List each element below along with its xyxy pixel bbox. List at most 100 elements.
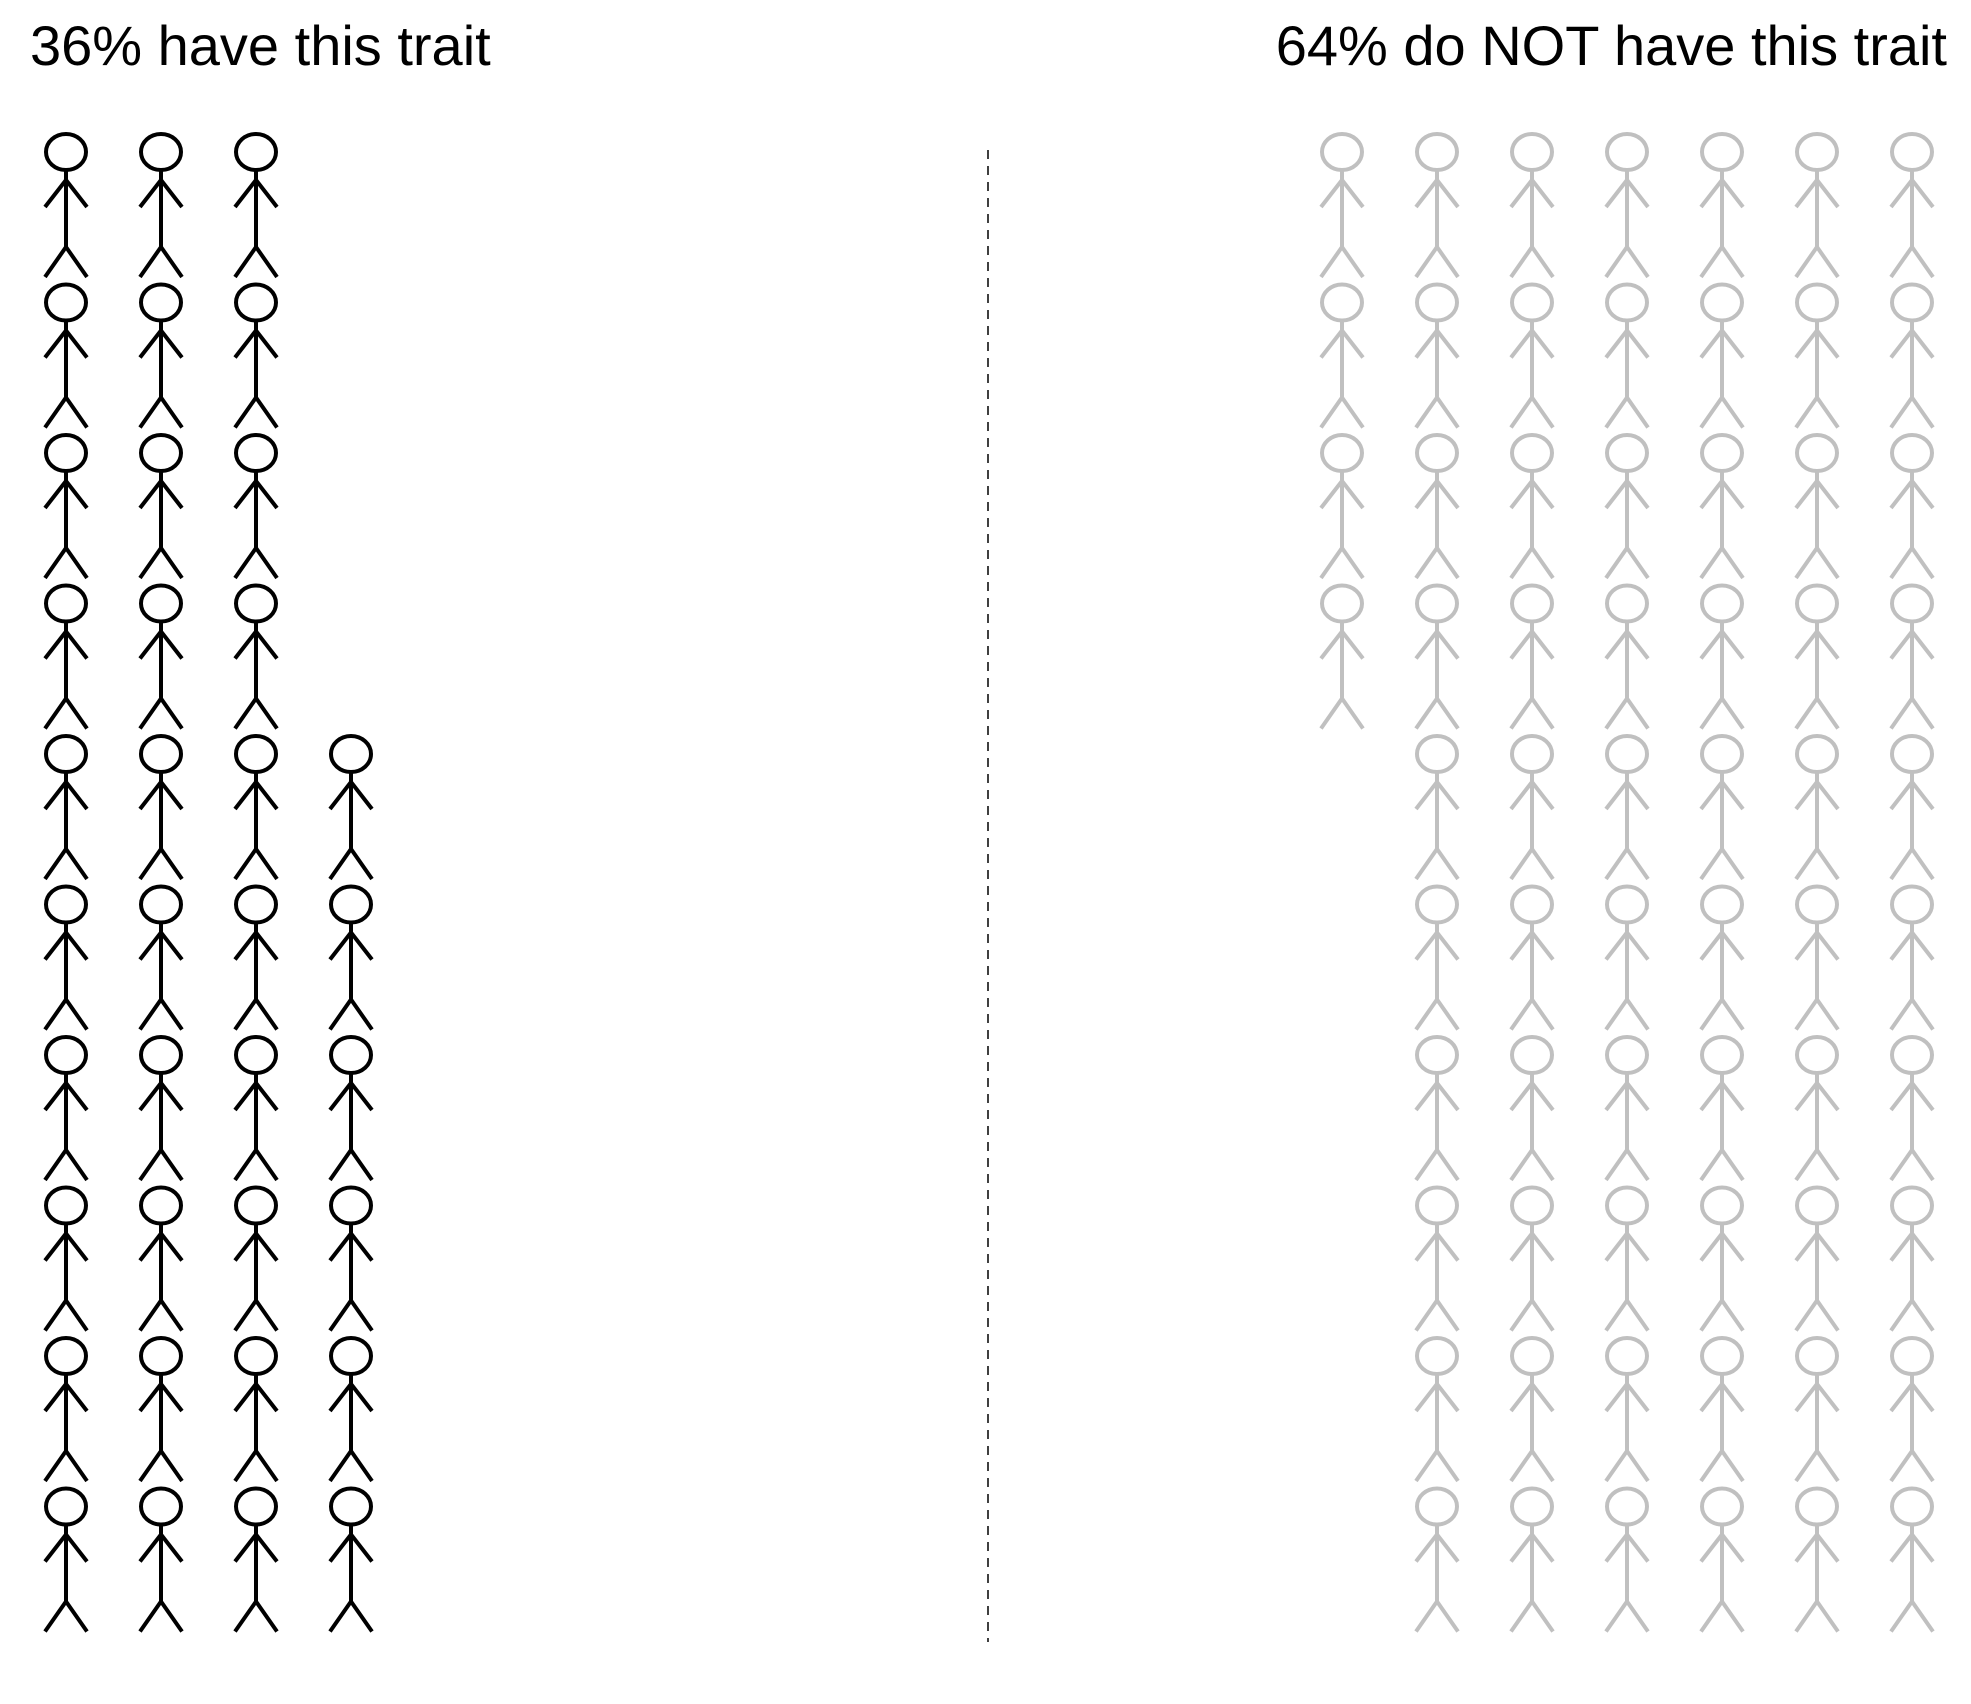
stick-figure-icon	[43, 282, 89, 429]
stick-figure-icon	[1794, 1035, 1840, 1182]
stick-figure-icon	[1604, 583, 1650, 730]
stick-figure-icon	[233, 1486, 279, 1633]
stick-figure-icon	[233, 282, 279, 429]
stick-figure-icon	[1509, 132, 1555, 279]
stick-figure-icon	[328, 1035, 374, 1182]
stick-figure-icon	[1889, 282, 1935, 429]
stick-figure-icon	[1794, 1185, 1840, 1332]
stick-figure-icon	[1414, 132, 1460, 279]
stick-figure-icon	[1414, 433, 1460, 580]
stick-figure-icon	[43, 734, 89, 881]
stick-figure-icon	[138, 734, 184, 881]
stick-figure-icon	[1604, 433, 1650, 580]
stick-figure-icon	[138, 132, 184, 279]
stick-figure-icon	[1414, 1035, 1460, 1182]
stick-figure-icon	[1509, 583, 1555, 730]
stick-figure-icon	[43, 433, 89, 580]
stick-figure-icon	[1889, 583, 1935, 730]
stick-figure-icon	[1889, 884, 1935, 1031]
stick-figure-icon	[1889, 1185, 1935, 1332]
stick-figure-icon	[1794, 583, 1840, 730]
stick-figure-icon	[1699, 884, 1745, 1031]
stick-figure-icon	[1414, 1185, 1460, 1332]
stick-figure-icon	[1794, 1336, 1840, 1483]
stick-figure-icon	[233, 433, 279, 580]
stick-figure-icon	[1699, 583, 1745, 730]
stick-figure-icon	[1794, 1486, 1840, 1633]
stick-figure-icon	[1604, 1336, 1650, 1483]
stick-figure-icon	[138, 1336, 184, 1483]
stick-figure-icon	[233, 1035, 279, 1182]
stick-figure-icon	[1509, 282, 1555, 429]
stick-figure-icon	[1414, 734, 1460, 881]
stick-figure-icon	[43, 1035, 89, 1182]
left-group-label: 36% have this trait	[30, 14, 491, 77]
stick-figure-icon	[43, 583, 89, 730]
stick-figure-icon	[233, 734, 279, 881]
stick-figure-icon	[1794, 132, 1840, 279]
stick-figure-icon	[138, 884, 184, 1031]
stick-figure-icon	[138, 583, 184, 730]
stick-figure-icon	[1509, 1035, 1555, 1182]
stick-figure-icon	[1319, 583, 1365, 730]
stick-figure-icon	[233, 884, 279, 1031]
stick-figure-icon	[1889, 132, 1935, 279]
stick-figure-icon	[1889, 1035, 1935, 1182]
stick-figure-icon	[1319, 433, 1365, 580]
stick-figure-icon	[328, 1486, 374, 1633]
stick-figure-icon	[1889, 433, 1935, 580]
stick-figure-icon	[233, 583, 279, 730]
stick-figure-icon	[138, 433, 184, 580]
stick-figure-icon	[233, 132, 279, 279]
stick-figure-icon	[1414, 1336, 1460, 1483]
stick-figure-icon	[1414, 282, 1460, 429]
stick-figure-icon	[328, 1336, 374, 1483]
right-group-label: 64% do NOT have this trait	[1275, 14, 1947, 77]
stick-figure-icon	[43, 1336, 89, 1483]
stick-figure-icon	[1509, 433, 1555, 580]
stick-figure-icon	[1604, 734, 1650, 881]
stick-figure-icon	[1509, 734, 1555, 881]
stick-figure-icon	[1319, 132, 1365, 279]
stick-figure-icon	[1604, 884, 1650, 1031]
stick-figure-icon	[1699, 1035, 1745, 1182]
stick-figure-icon	[1699, 1486, 1745, 1633]
stick-figure-icon	[43, 132, 89, 279]
stick-figure-icon	[328, 734, 374, 881]
stick-figure-icon	[138, 1486, 184, 1633]
stick-figure-icon	[1794, 884, 1840, 1031]
stick-figure-icon	[43, 1185, 89, 1332]
stick-figure-icon	[1889, 1336, 1935, 1483]
stick-figure-icon	[1699, 734, 1745, 881]
stick-figure-icon	[1699, 132, 1745, 279]
stick-figure-icon	[328, 1185, 374, 1332]
stick-figure-icon	[1414, 1486, 1460, 1633]
stick-figure-icon	[233, 1336, 279, 1483]
stick-figure-icon	[1794, 734, 1840, 881]
stick-figure-icon	[138, 1035, 184, 1182]
stick-figure-icon	[1699, 1336, 1745, 1483]
stick-figure-icon	[1509, 1486, 1555, 1633]
stick-figure-icon	[138, 282, 184, 429]
stick-figure-icon	[43, 884, 89, 1031]
stick-figure-icon	[1699, 1185, 1745, 1332]
stick-figure-icon	[1604, 1035, 1650, 1182]
stick-figure-icon	[1794, 282, 1840, 429]
stick-figure-icon	[138, 1185, 184, 1332]
stick-figure-icon	[1319, 282, 1365, 429]
stick-figure-icon	[1794, 433, 1840, 580]
stick-figure-icon	[1889, 1486, 1935, 1633]
stick-figure-icon	[1604, 1185, 1650, 1332]
stick-figure-icon	[1414, 884, 1460, 1031]
stick-figure-icon	[1699, 282, 1745, 429]
stick-figure-icon	[1509, 1185, 1555, 1332]
stick-figure-icon	[1604, 282, 1650, 429]
stick-figure-icon	[233, 1185, 279, 1332]
stick-figure-icon	[328, 884, 374, 1031]
stick-figure-icon	[1509, 884, 1555, 1031]
stick-figure-icon	[1699, 433, 1745, 580]
stick-figure-icon	[1604, 132, 1650, 279]
stick-figure-icon	[1889, 734, 1935, 881]
